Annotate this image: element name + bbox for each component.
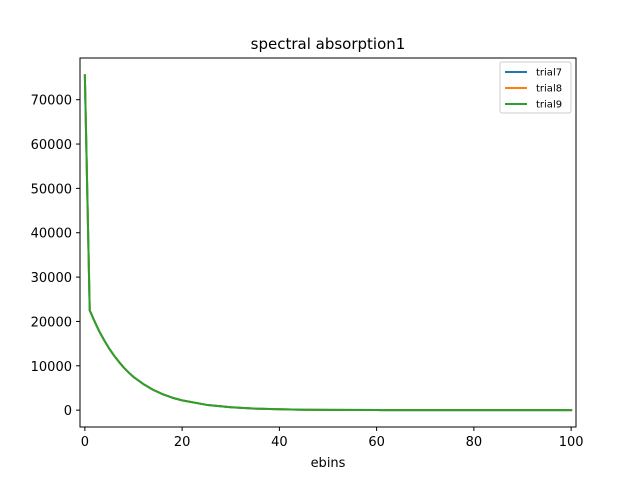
legend-label-trial9: trial9	[536, 100, 562, 111]
y-tick-label: 60000	[31, 138, 72, 153]
x-tick-label: 40	[271, 435, 288, 450]
x-axis-ticks: 0 20 40 60 80 100	[81, 427, 584, 450]
series-line-trial9	[83, 74, 573, 412]
y-tick-label: 20000	[31, 315, 72, 330]
y-tick-label: 70000	[31, 94, 72, 109]
chart-title: spectral absorption1	[251, 35, 406, 53]
legend: trial7 trial8 trial9	[499, 61, 572, 114]
x-tick-label: 20	[174, 435, 191, 450]
y-tick-label: 50000	[31, 182, 72, 197]
plot-area: 0 20 40 60 80 100 0 10000 20000 30000 40000 50000 6…	[31, 57, 584, 450]
x-tick-label: 100	[559, 435, 584, 450]
x-axis-label: ebins	[311, 456, 346, 471]
y-tick-label: 40000	[31, 227, 72, 242]
y-tick-label: 10000	[31, 360, 72, 375]
x-tick-label: 60	[368, 435, 385, 450]
y-tick-label: 30000	[31, 271, 72, 286]
x-tick-label: 80	[466, 435, 483, 450]
legend-label-trial7: trial7	[536, 68, 562, 79]
x-tick-label: 0	[81, 435, 89, 450]
legend-box	[499, 61, 572, 114]
legend-label-trial8: trial8	[536, 84, 562, 95]
plot-frame	[79, 57, 577, 428]
series-layer	[83, 74, 573, 412]
y-axis-ticks: 0 10000 20000 30000 40000 50000 60000 70000	[31, 94, 80, 419]
y-tick-label: 0	[64, 404, 72, 419]
